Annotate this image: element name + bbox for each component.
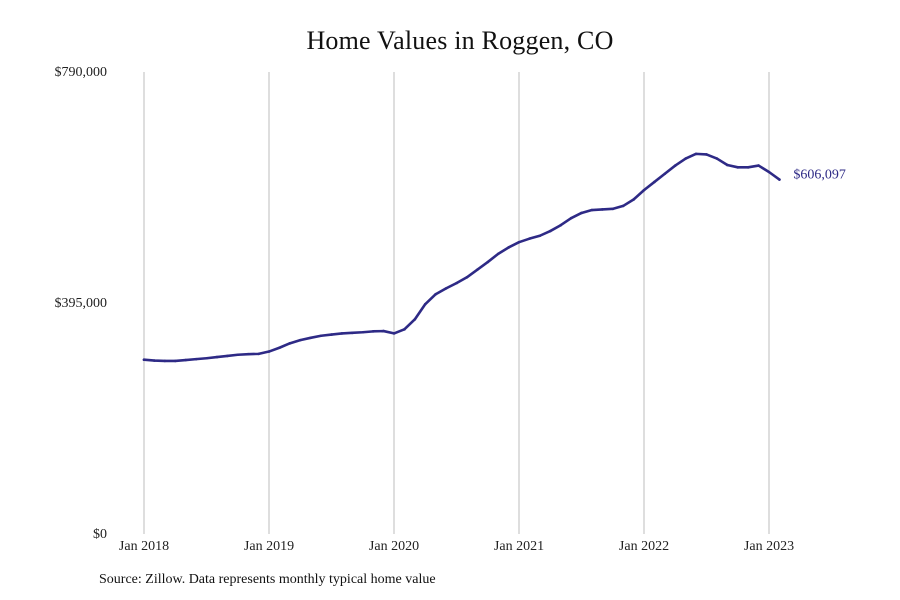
- data-point: [632, 198, 635, 201]
- data-point: [507, 246, 510, 249]
- data-point: [736, 166, 740, 169]
- data-point: [246, 352, 250, 356]
- series-line: [142, 152, 781, 363]
- data-point: [330, 333, 333, 336]
- data-point: [215, 355, 219, 359]
- x-tick-label: Jan 2020: [369, 539, 419, 554]
- data-point: [757, 164, 760, 167]
- data-point: [778, 178, 781, 181]
- data-point: [142, 358, 146, 362]
- y-tick-label: $0: [93, 527, 107, 542]
- data-point: [705, 153, 708, 156]
- data-point: [434, 292, 437, 296]
- y-tick-label: $790,000: [55, 65, 108, 80]
- data-point: [236, 353, 240, 357]
- data-point: [298, 338, 302, 342]
- data-point: [403, 328, 406, 331]
- data-point: [569, 216, 573, 220]
- data-point: [476, 268, 479, 271]
- data-point: [173, 359, 177, 363]
- data-point: [465, 275, 469, 279]
- x-tick-label: Jan 2021: [494, 539, 544, 554]
- x-axis-ticks: Jan 2018 Jan 2019 Jan 2020 Jan 2021 Jan 2022…: [119, 539, 794, 554]
- series-layer: [142, 152, 781, 363]
- data-point: [642, 188, 646, 192]
- data-point: [351, 331, 354, 335]
- data-point: [205, 356, 208, 360]
- data-point: [559, 223, 562, 227]
- data-point: [382, 329, 385, 333]
- x-tick-label: Jan 2022: [619, 539, 669, 554]
- data-point: [673, 164, 677, 167]
- data-point: [340, 332, 344, 335]
- data-point: [590, 208, 594, 212]
- x-tick-label: Jan 2023: [744, 539, 794, 554]
- data-point: [413, 318, 417, 321]
- data-point: [726, 163, 729, 167]
- data-point: [319, 334, 323, 338]
- data-point: [653, 180, 656, 184]
- data-point: [278, 346, 281, 350]
- data-point: [309, 336, 312, 340]
- data-point: [548, 229, 552, 233]
- x-tick-label: Jan 2018: [119, 539, 169, 554]
- data-point: [444, 287, 448, 290]
- data-point: [153, 359, 156, 362]
- data-point: [580, 211, 583, 215]
- data-point: [226, 354, 229, 358]
- data-point: [601, 208, 604, 211]
- data-point: [423, 302, 427, 306]
- data-point: [621, 204, 625, 208]
- y-tick-label: $395,000: [55, 296, 108, 311]
- data-point: [517, 240, 521, 244]
- data-point: [684, 157, 687, 160]
- data-point: [184, 358, 187, 362]
- data-point: [538, 234, 542, 238]
- data-point: [163, 359, 167, 363]
- data-point: [746, 166, 750, 169]
- data-point: [267, 350, 271, 353]
- gridlines: [143, 72, 770, 534]
- data-point: [455, 281, 458, 285]
- data-point: [611, 207, 615, 211]
- data-point: [694, 152, 698, 156]
- data-point: [361, 330, 365, 334]
- data-point: [288, 342, 292, 345]
- data-point: [486, 260, 490, 264]
- x-tick-label: Jan 2019: [244, 539, 294, 554]
- data-point: [663, 172, 667, 176]
- source-note: Source: Zillow. Data represents monthly …: [99, 572, 436, 587]
- data-point: [767, 170, 771, 174]
- data-point: [257, 352, 260, 356]
- y-axis-ticks: $0 $395,000 $790,000: [55, 65, 108, 542]
- data-point: [194, 357, 198, 361]
- data-point: [715, 157, 719, 160]
- chart-title: Home Values in Roggen, CO: [306, 26, 614, 55]
- end-value-label: $606,097: [793, 168, 846, 183]
- data-point: [371, 330, 375, 333]
- data-point: [392, 332, 396, 335]
- data-point: [496, 252, 500, 256]
- end-label-layer: $606,097: [793, 168, 846, 183]
- data-point: [528, 237, 531, 240]
